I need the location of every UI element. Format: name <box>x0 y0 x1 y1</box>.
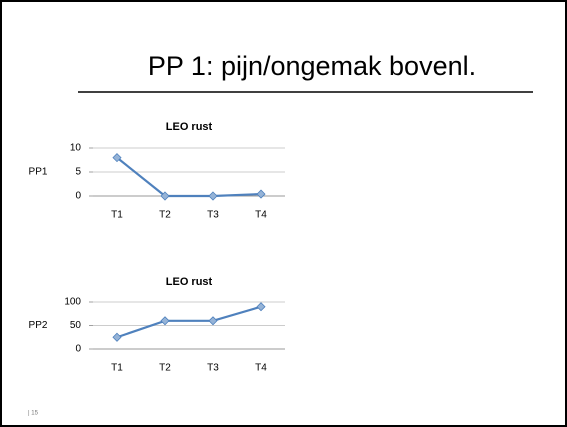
chart-title: LEO rust <box>166 276 213 288</box>
x-tick-label: T4 <box>255 363 267 374</box>
data-line <box>116 305 262 339</box>
y-tick-label: 0 <box>75 344 81 355</box>
x-tick-label: T1 <box>111 363 123 374</box>
data-point <box>208 316 218 326</box>
x-tick-label: T2 <box>159 210 171 221</box>
y-tick-label: 0 <box>75 191 81 202</box>
data-point <box>208 191 218 201</box>
y-tick-label: 100 <box>64 297 81 308</box>
x-tick-label: T4 <box>255 210 267 221</box>
data-point <box>256 302 266 312</box>
x-tick-label: T3 <box>207 363 219 374</box>
y-axis-label: PP2 <box>29 320 48 331</box>
chart-title: LEO rust <box>166 121 213 133</box>
x-tick-label: T2 <box>159 363 171 374</box>
data-point <box>112 153 122 163</box>
y-tick-label: 5 <box>75 167 81 178</box>
x-tick-label: T1 <box>111 210 123 221</box>
slide-title: PP 1: pijn/ongemak bovenl. <box>148 51 476 81</box>
y-tick-label: 10 <box>70 143 82 154</box>
data-point <box>160 316 170 326</box>
page-number: | 15 <box>28 411 39 417</box>
data-point <box>112 332 122 342</box>
x-tick-label: T3 <box>207 210 219 221</box>
data-point <box>160 191 170 201</box>
y-tick-label: 50 <box>70 320 82 331</box>
data-point <box>256 189 266 199</box>
data-line <box>116 156 262 198</box>
y-axis-label: PP1 <box>29 167 48 178</box>
